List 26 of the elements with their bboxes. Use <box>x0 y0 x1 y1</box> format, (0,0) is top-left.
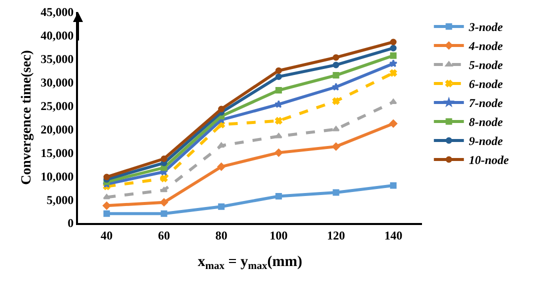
y-tick-label: 10,000 <box>40 169 74 184</box>
y-tick-label: 35,000 <box>40 52 74 66</box>
legend-label: 5-node <box>468 58 504 72</box>
legend-label: 8-node <box>468 115 504 130</box>
x-tick-label: 140 <box>384 228 402 242</box>
y-tick-label: 15,000 <box>40 146 74 160</box>
legend-label: 6-node <box>468 77 504 92</box>
legend-label: 3-node <box>468 20 504 34</box>
x-axis-title: x$_{max}$ = y$_{max}$(mm) <box>198 254 302 272</box>
y-tick-label: 0 <box>68 216 74 230</box>
y-tick-label: 40,000 <box>40 28 74 43</box>
legend-label: 7-node <box>468 96 504 110</box>
legend-label: 9-node <box>468 134 504 148</box>
y-axis-title: Convergence time(sec) <box>20 50 35 185</box>
legend-label: 4-node <box>468 39 504 54</box>
y-tick-label: 25,000 <box>40 98 74 113</box>
y-tick-label: 45,000 <box>40 5 74 20</box>
y-tick-label: 20,000 <box>40 122 74 136</box>
x-tick-label: 60 <box>158 228 170 242</box>
x-tick-label: 40 <box>100 228 113 242</box>
x-tick-label: 100 <box>270 228 288 242</box>
y-tick-label: 30,000 <box>40 76 74 90</box>
x-tick-label: 120 <box>327 228 345 242</box>
legend-label: 10-node <box>468 153 510 168</box>
x-tick-label: 80 <box>215 228 228 242</box>
y-tick-label: 5,000 <box>46 192 74 207</box>
